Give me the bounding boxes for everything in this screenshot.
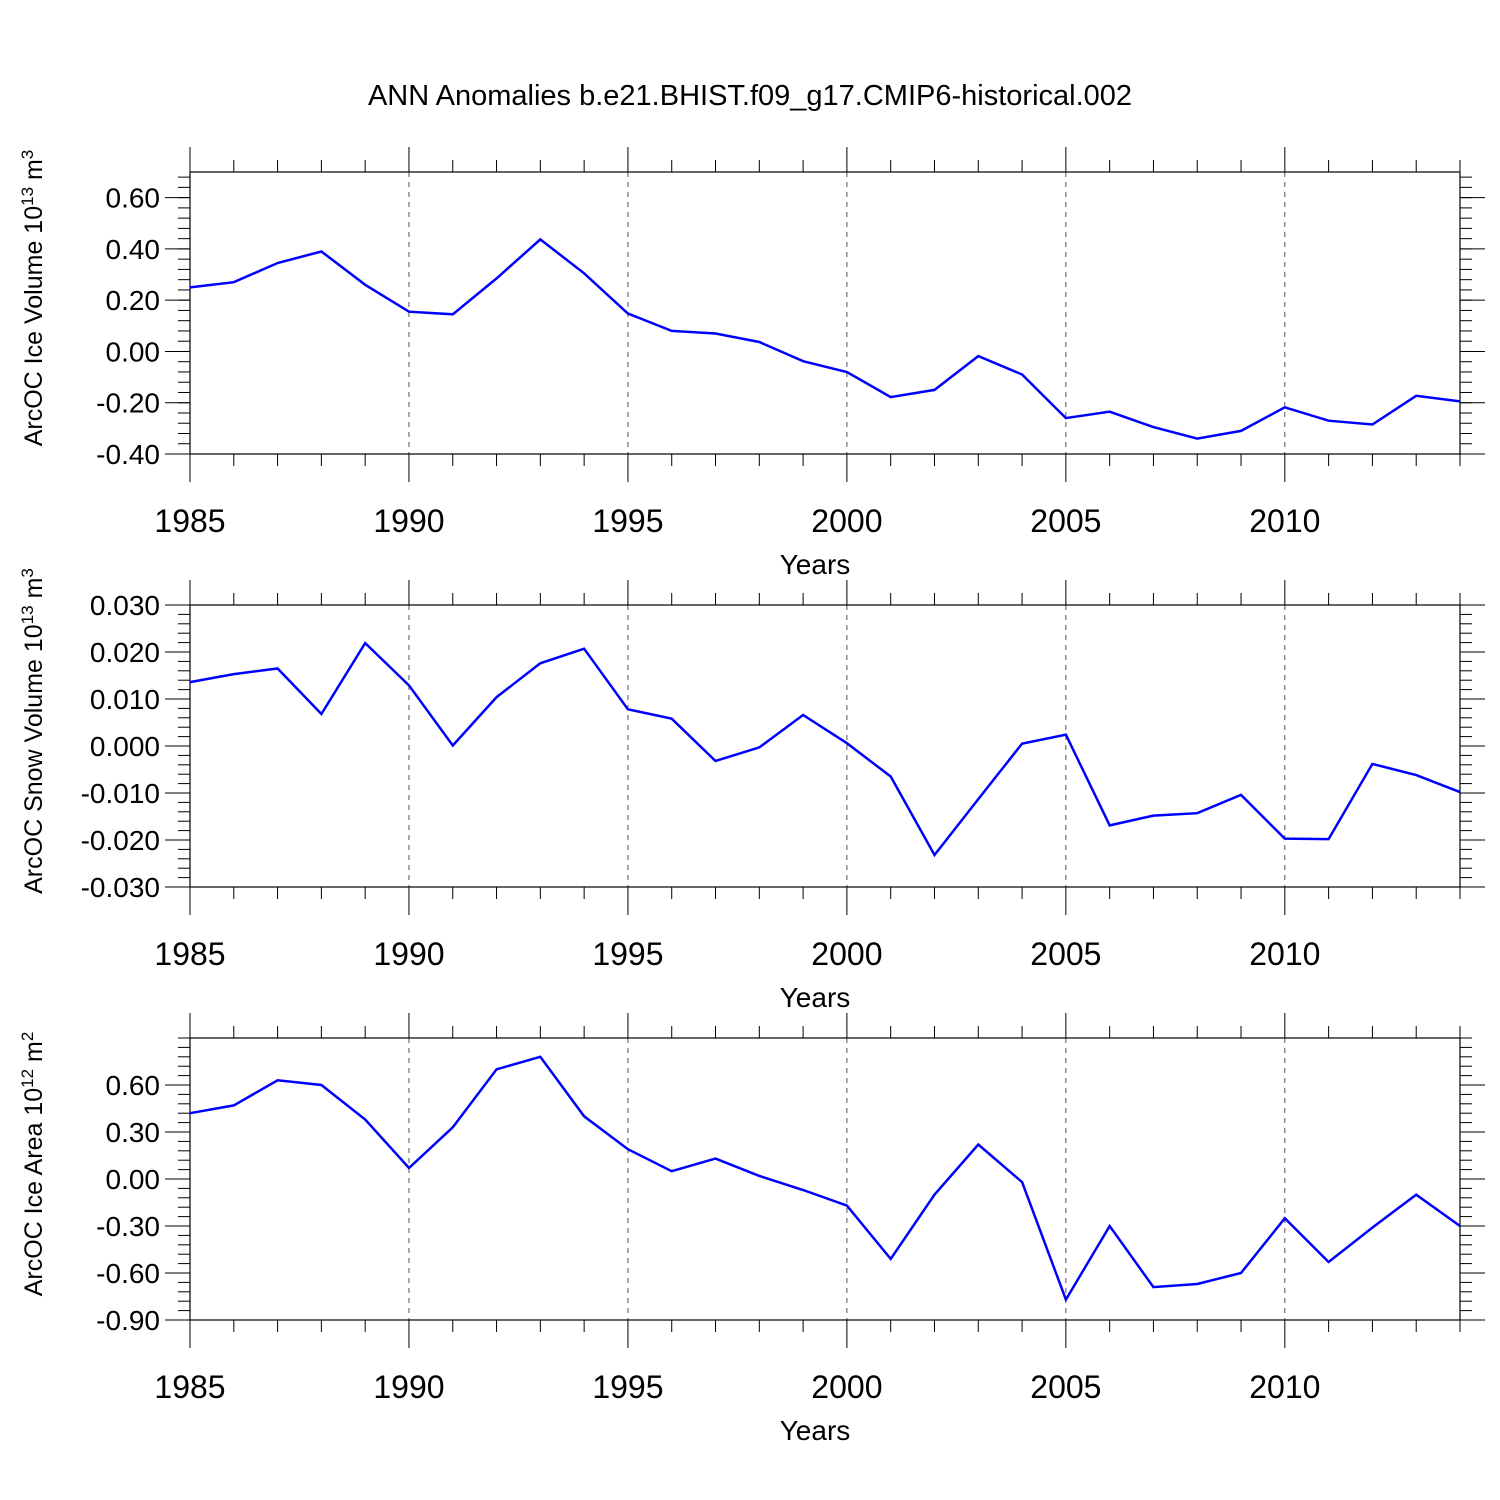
y-tick-label: 0.000	[90, 731, 160, 762]
y-axis-title-superscript: 13	[18, 605, 37, 624]
y-axis-title-text: m	[20, 1041, 48, 1069]
x-tick-label: 2000	[811, 1369, 882, 1405]
plot-frame	[189, 1037, 1461, 1321]
x-tick-label: 1995	[592, 936, 663, 972]
plot-frame	[189, 171, 1461, 455]
x-tick-label: 2000	[811, 503, 882, 539]
panel-1: -0.40 -0.20 0.00 0.20 0.40 0.60 1985 1990 1995 20…	[18, 147, 1485, 580]
series-line	[189, 1055, 1461, 1303]
series-line	[189, 641, 1461, 858]
y-axis-title-text: ArcOC Ice Area 10	[20, 1088, 48, 1296]
y-axis-title-text: m	[20, 578, 48, 606]
x-tick-label: 1995	[592, 503, 663, 539]
x-tick-label: 1990	[373, 503, 444, 539]
y-tick-label: -0.40	[96, 439, 160, 470]
y-tick-label: 0.30	[106, 1117, 161, 1148]
x-tick-label: 2010	[1249, 1369, 1320, 1405]
x-axis-title: Years	[780, 982, 851, 1013]
y-tick-label: -0.60	[96, 1258, 160, 1289]
figure-title: ANN Anomalies b.e21.BHIST.f09_g17.CMIP6-…	[368, 80, 1132, 112]
x-tick-label: 2010	[1249, 936, 1320, 972]
y-axis-title: ArcOC Ice Volume 1013 m3	[18, 150, 49, 447]
y-tick-label: -0.020	[81, 825, 160, 856]
x-tick-label: 2010	[1249, 503, 1320, 539]
y-axis-title-superscript: 2	[18, 1032, 37, 1041]
x-axis-title: Years	[780, 1415, 851, 1446]
x-tick-label: 2000	[811, 936, 882, 972]
x-tick-label: 2005	[1030, 503, 1101, 539]
y-axis-title-text: ArcOC Snow Volume 10	[20, 624, 48, 894]
y-tick-label: 0.00	[106, 336, 161, 367]
y-tick-label: -0.010	[81, 778, 160, 809]
plot-frame	[189, 604, 1461, 888]
y-tick-label: 0.60	[106, 183, 161, 214]
y-tick-label: -0.20	[96, 388, 160, 419]
y-axis-title-superscript: 3	[18, 568, 37, 577]
x-tick-label: 1985	[154, 503, 225, 539]
x-tick-label: 1985	[154, 1369, 225, 1405]
x-tick-label: 2005	[1030, 1369, 1101, 1405]
y-tick-label: -0.90	[96, 1305, 160, 1336]
y-tick-label: 0.60	[106, 1070, 161, 1101]
y-axis-title: ArcOC Snow Volume 1013 m3	[18, 568, 49, 894]
y-tick-label: 0.40	[106, 234, 161, 265]
y-axis-title: ArcOC Ice Area 1012 m2	[18, 1032, 49, 1297]
y-tick-label: -0.030	[81, 872, 160, 903]
series-line	[189, 237, 1461, 440]
x-tick-label: 1995	[592, 1369, 663, 1405]
x-tick-label: 1990	[373, 1369, 444, 1405]
y-tick-label: 0.20	[106, 285, 161, 316]
x-tick-label: 1990	[373, 936, 444, 972]
x-tick-label: 1985	[154, 936, 225, 972]
x-tick-label: 2005	[1030, 936, 1101, 972]
panel-3: -0.90 -0.60 -0.30 0.00 0.30 0.60 1985 1990 1995 2…	[18, 1013, 1485, 1446]
y-tick-label: 0.020	[90, 637, 160, 668]
y-tick-label: 0.030	[90, 590, 160, 621]
y-axis-title-text: ArcOC Ice Volume 10	[20, 206, 48, 446]
y-axis-title-text: m	[20, 159, 48, 187]
y-tick-label: 0.00	[106, 1164, 161, 1195]
y-axis-title-superscript: 12	[18, 1069, 37, 1088]
x-axis-title: Years	[780, 549, 851, 580]
y-axis-title-superscript: 3	[18, 150, 37, 159]
y-tick-label: 0.010	[90, 684, 160, 715]
panel-2: -0.030 -0.020 -0.010 0.000 0.010 0.020 0.030 19…	[18, 568, 1485, 1013]
y-axis-title-superscript: 13	[18, 187, 37, 206]
y-tick-label: -0.30	[96, 1211, 160, 1242]
